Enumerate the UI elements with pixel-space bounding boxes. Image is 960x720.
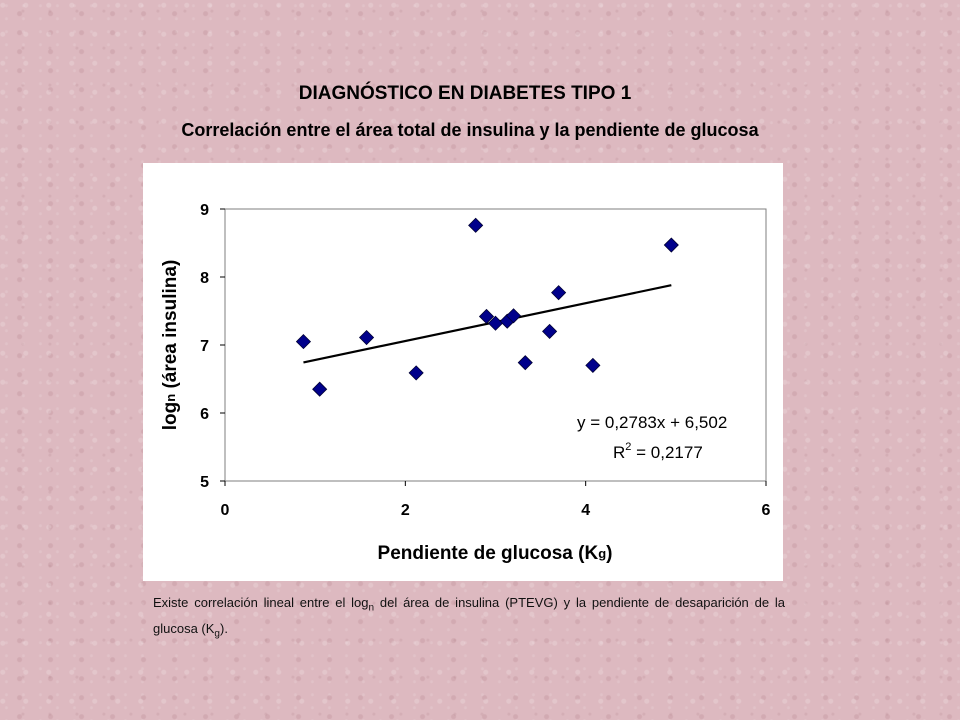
y-tick-label: 9 — [200, 202, 209, 219]
data-point — [542, 323, 558, 339]
page-title: DIAGNÓSTICO EN DIABETES TIPO 1 — [298, 83, 632, 104]
trend-r2: R2 = 0,2177 — [613, 441, 703, 462]
scatter-chart: 5 6 7 8 9 0 2 4 6 Pendiente de glucosa (Kg) log… — [160, 202, 771, 564]
data-point — [408, 365, 424, 381]
y-tick-label: 6 — [200, 406, 209, 423]
data-point — [505, 308, 522, 324]
x-tick-label: 0 — [221, 502, 230, 519]
data-point — [517, 355, 533, 371]
data-point — [312, 381, 328, 397]
data-point — [551, 285, 567, 301]
x-tick-label: 4 — [581, 502, 590, 519]
data-point — [358, 329, 375, 346]
y-tick-label: 7 — [200, 338, 209, 355]
y-tick-label: 8 — [200, 270, 209, 287]
data-point — [663, 237, 679, 253]
x-tick-label: 2 — [401, 502, 410, 519]
y-axis-label: logn (área insulina) — [160, 260, 181, 431]
data-points — [295, 217, 679, 397]
y-axis: 5 6 7 8 9 — [200, 202, 225, 491]
trendline — [303, 284, 672, 364]
trend-equation: y = 0,2783x + 6,502 — [577, 413, 727, 432]
y-tick-label: 5 — [200, 474, 209, 491]
data-point — [585, 357, 601, 373]
caption-note: Existe correlación lineal entre el logn … — [153, 595, 786, 640]
data-point — [468, 217, 484, 233]
page-subtitle: Correlación entre el área total de insul… — [181, 120, 759, 140]
data-point — [478, 308, 495, 325]
x-axis: 0 2 4 6 — [221, 481, 771, 519]
data-point — [295, 334, 312, 350]
chart-panel: 5 6 7 8 9 0 2 4 6 Pendiente de glucosa (Kg) log… — [143, 163, 783, 581]
x-tick-label: 6 — [762, 502, 771, 519]
x-axis-label: Pendiente de glucosa (Kg) — [378, 543, 613, 564]
trendline-group — [303, 284, 672, 364]
plot-area — [224, 208, 767, 482]
